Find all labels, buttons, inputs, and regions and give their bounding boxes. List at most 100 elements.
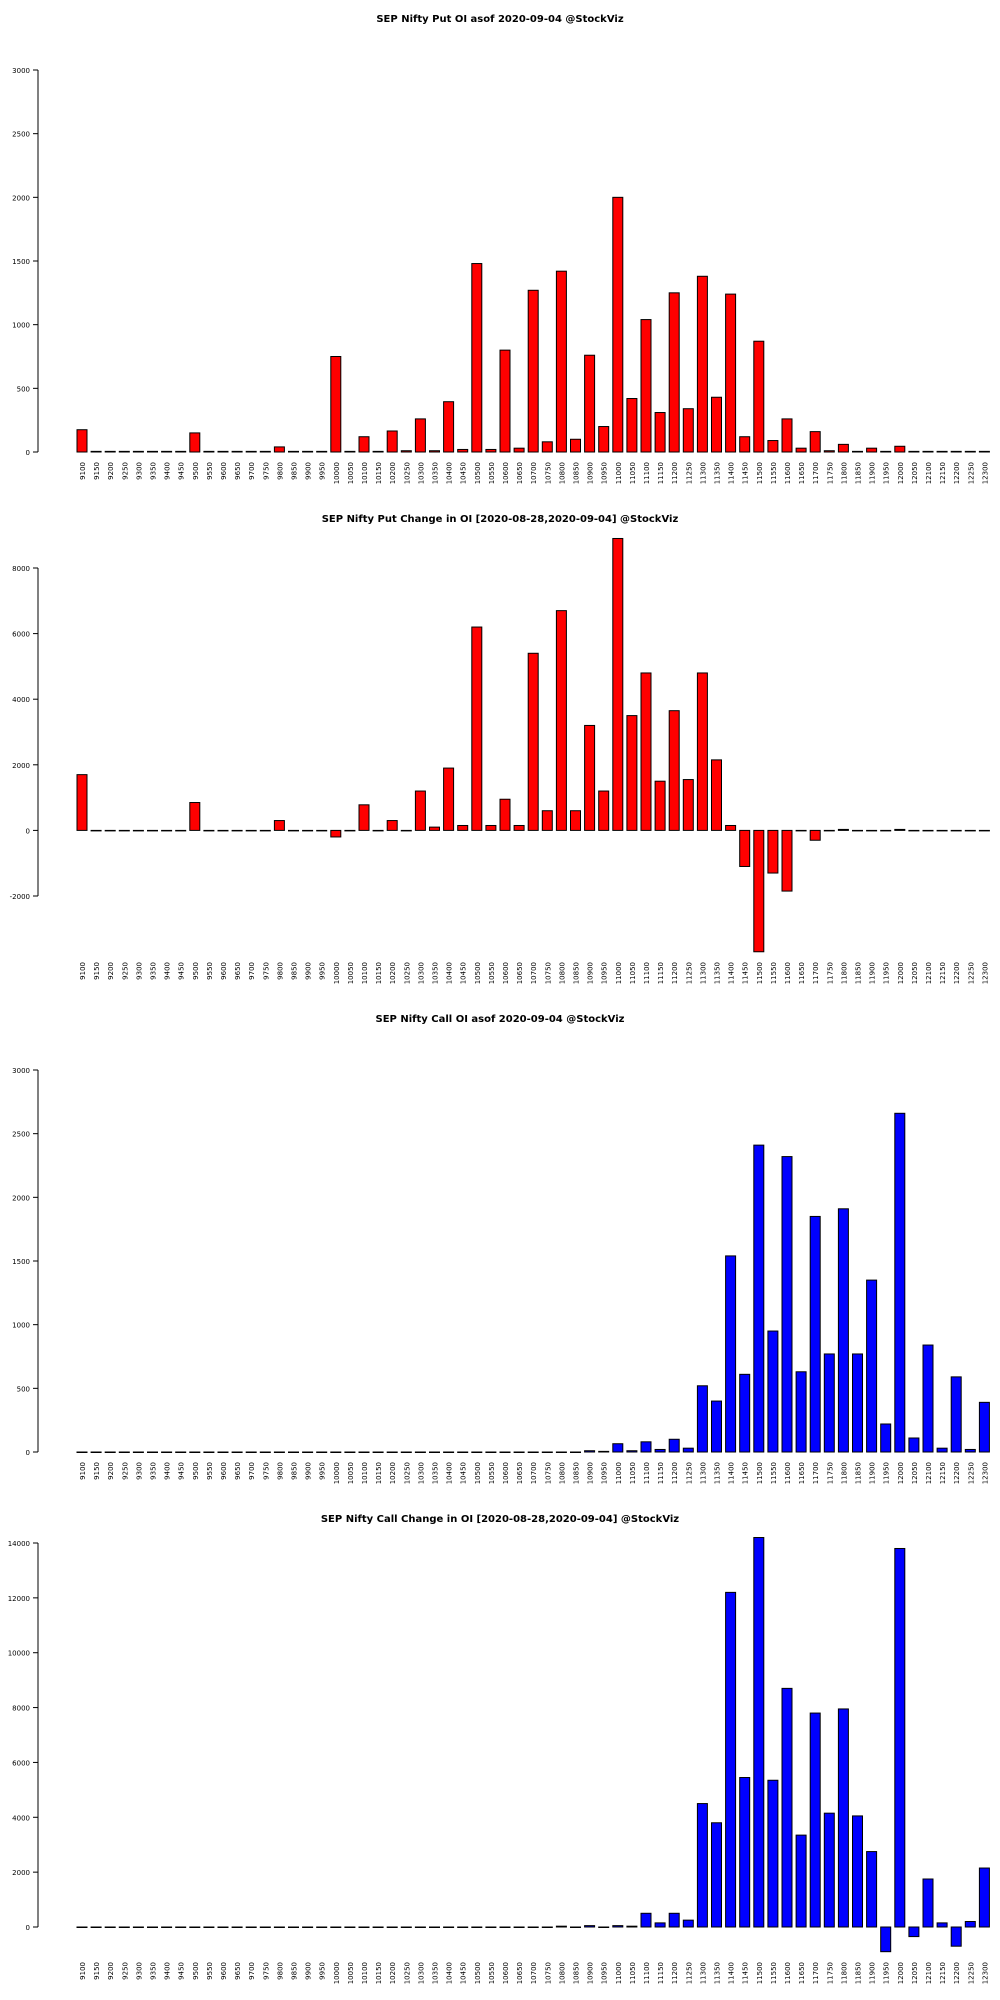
x-tick-label: 10200 (389, 962, 397, 984)
bar (739, 1777, 751, 1928)
bar (823, 1812, 835, 1928)
y-tick-label: 6000 (12, 1759, 30, 1767)
y-tick-label: 2000 (12, 762, 30, 770)
x-tick-label: 11550 (770, 462, 778, 484)
x-tick-label: 12250 (967, 962, 975, 984)
x-tick-label: 11600 (784, 462, 792, 484)
x-tick-label: 10900 (587, 1962, 595, 1984)
chart: SEP Nifty Call Change in OI [2020-08-28,… (8, 1514, 990, 1984)
bar (527, 1926, 539, 1928)
bar (753, 1537, 765, 1928)
bar (414, 418, 426, 453)
bar (429, 1926, 440, 1928)
x-tick-label: 11000 (615, 962, 623, 984)
bar (259, 1451, 271, 1453)
bar (104, 450, 116, 453)
y-tick-label: 500 (17, 1385, 30, 1393)
x-tick-label: 9100 (79, 962, 87, 980)
x-tick-label: 9500 (192, 1962, 200, 1980)
x-tick-label: 11100 (643, 462, 651, 484)
bar (696, 1803, 708, 1928)
x-tick-label: 9500 (192, 1462, 200, 1480)
bar (922, 450, 934, 453)
bar (908, 1926, 920, 1938)
bar (245, 450, 257, 453)
bar (118, 1451, 130, 1453)
x-tick-label: 11700 (812, 1462, 820, 1484)
bar (696, 275, 708, 453)
bar (866, 1851, 878, 1928)
x-tick-label: 11600 (784, 1462, 792, 1484)
y-tick-label: 2500 (12, 1131, 30, 1139)
x-tick-label: 9250 (121, 462, 129, 480)
x-tick-label: 9650 (234, 462, 242, 480)
x-tick-label: 12000 (897, 462, 905, 484)
x-tick-label: 11050 (629, 462, 637, 484)
bar (767, 1779, 779, 1928)
y-tick-label: 3000 (12, 1067, 30, 1075)
y-tick-label: 2500 (12, 131, 30, 139)
x-tick-label: 11400 (728, 1462, 736, 1484)
bar (513, 824, 525, 831)
bar (104, 1451, 116, 1453)
bar (612, 1443, 624, 1453)
x-tick-label: 12050 (911, 1462, 919, 1484)
bar (668, 710, 680, 831)
x-tick-label: 9350 (150, 462, 158, 480)
bar (330, 1451, 342, 1453)
bar (132, 829, 144, 832)
x-tick-label: 10950 (601, 1962, 609, 1984)
x-tick-label: 9400 (164, 962, 172, 980)
bar (457, 824, 469, 831)
y-tick-label: -2000 (10, 893, 30, 901)
x-tick-label: 9500 (192, 462, 200, 480)
bar (344, 1451, 356, 1453)
bar (612, 1925, 624, 1928)
x-tick-label: 10050 (347, 962, 355, 984)
bar (330, 829, 342, 838)
x-tick-label: 10050 (347, 1462, 355, 1484)
bar (682, 1447, 694, 1453)
bar (175, 1926, 187, 1928)
bar (499, 798, 511, 831)
x-tick-label: 11500 (756, 1962, 764, 1984)
x-tick-label: 12050 (911, 1962, 919, 1984)
bar (711, 759, 722, 831)
bar (189, 432, 201, 453)
bar (443, 401, 455, 453)
x-tick-label: 10250 (403, 1962, 411, 1984)
bar (104, 829, 116, 832)
x-tick-label: 12300 (981, 1962, 989, 1984)
bar (372, 450, 384, 453)
x-tick-label: 11450 (742, 962, 750, 984)
x-tick-label: 9550 (206, 962, 214, 980)
x-tick-label: 9600 (220, 962, 228, 980)
x-tick-label: 11550 (770, 1462, 778, 1484)
bar (358, 1451, 370, 1453)
x-tick-label: 12050 (911, 462, 919, 484)
x-tick-label: 9450 (178, 1962, 186, 1980)
bar (231, 1926, 243, 1928)
x-tick-label: 9400 (164, 1462, 172, 1480)
x-tick-label: 9350 (150, 1462, 158, 1480)
x-tick-label: 9550 (206, 1462, 214, 1480)
x-tick-label: 11850 (855, 462, 863, 484)
bar (654, 1448, 666, 1453)
x-tick-label: 9150 (93, 462, 101, 480)
x-tick-label: 9500 (192, 962, 200, 980)
bar (302, 829, 314, 832)
bar (978, 1867, 990, 1928)
chart: SEP Nifty Put Change in OI [2020-08-28,2… (10, 514, 990, 984)
x-tick-label: 10700 (530, 962, 538, 984)
bar (866, 1279, 878, 1453)
bar (414, 790, 426, 831)
x-tick-label: 11700 (812, 462, 820, 484)
x-tick-label: 12100 (925, 1462, 933, 1484)
bar (654, 780, 666, 831)
x-tick-label: 11650 (798, 962, 806, 984)
x-tick-label: 10100 (361, 1962, 369, 1984)
x-tick-label: 10800 (558, 1962, 566, 1984)
x-tick-label: 9200 (107, 1962, 115, 1980)
bar (696, 672, 708, 831)
x-tick-label: 11350 (714, 1962, 722, 1984)
